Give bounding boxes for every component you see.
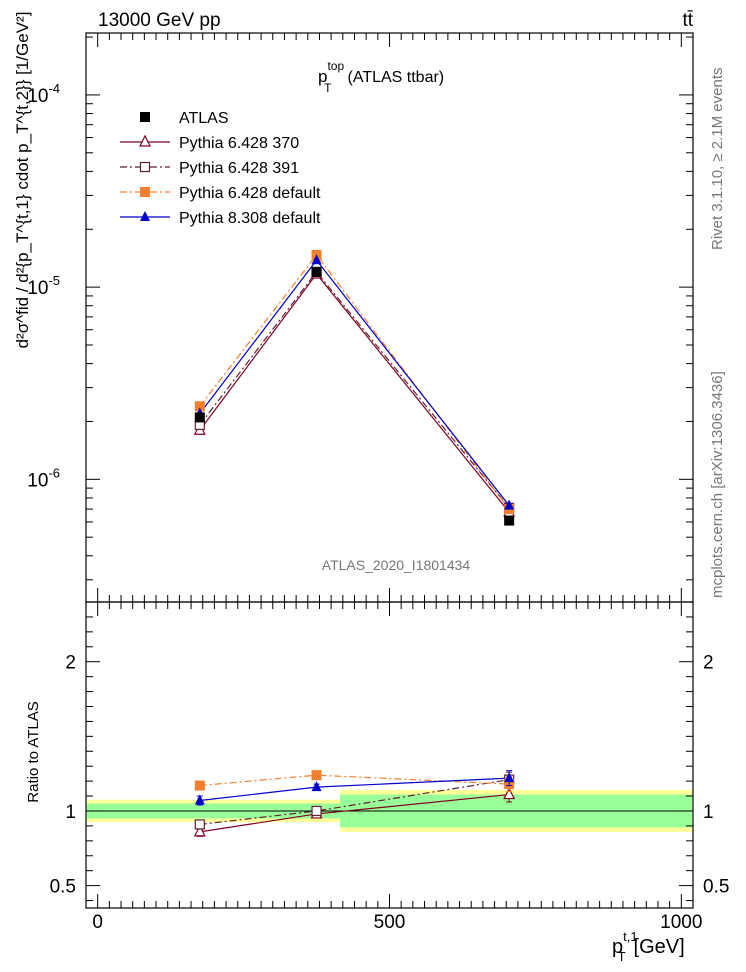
ratio-tick-label-left: 2: [65, 653, 76, 674]
series-line-1: [199, 273, 510, 513]
ratio-point-4: [194, 794, 205, 805]
legend-label-0: ATLAS: [179, 110, 229, 127]
header-left-label: 13000 GeV pp: [98, 10, 221, 31]
series-line-2: [199, 270, 510, 509]
ratio-tick-label-left: 1: [65, 802, 76, 823]
header-right-label: tt̄: [682, 10, 693, 31]
y-tick-label-base: 10: [27, 278, 48, 299]
data-point-0: [311, 266, 322, 277]
main-plot-title: ptop T (ATLAS ttbar): [318, 59, 444, 95]
rivet-label: Rivet 3.1.10, ≥ 2.1M events: [709, 68, 726, 251]
y-axis-label: d²σ^fid / d²{p_T^{t,1} cdot p_T^{t,2}} […: [13, 12, 32, 349]
title-rest: (ATLAS ttbar): [348, 69, 445, 86]
y-tick-label-exponent: -4: [48, 81, 60, 96]
mcplots-label: mcplots.cern.ch [arXiv:1306.3436]: [709, 371, 726, 598]
ratio-point-4: [311, 781, 322, 792]
ratio-tick-label-right: 0.5: [703, 877, 729, 898]
analysis-tag: ATLAS_2020_I1801434: [322, 557, 471, 573]
y-tick-label-base: 10: [27, 470, 48, 491]
ratio-point-1: [193, 824, 206, 837]
title-sup: top: [327, 59, 344, 73]
ratio-y-axis-label: Ratio to ATLAS: [25, 701, 42, 802]
ratio-point-1: [503, 787, 516, 800]
legend-label-3: Pythia 6.428 default: [179, 185, 321, 202]
ratio-tick-label-right: 1: [703, 802, 714, 823]
data-point-0: [194, 412, 205, 423]
y-tick-label: 10-5: [27, 273, 60, 299]
series-line-3: [199, 253, 510, 510]
x-tick-label: 500: [374, 912, 406, 933]
legend-label-2: Pythia 6.428 391: [179, 160, 299, 177]
y-tick-label-exponent: -5: [48, 273, 60, 288]
title-sub: T: [324, 81, 332, 95]
x-axis-label: pt,1 T [GeV]: [612, 929, 685, 964]
y-tick-label: 10-4: [27, 81, 60, 107]
xlabel-unit: [GeV]: [634, 936, 685, 958]
ratio-tick-label-left: 0.5: [50, 877, 76, 898]
xlabel-sup: t,1: [623, 929, 637, 944]
xlabel-sub: T: [618, 949, 626, 964]
data-point-0: [504, 515, 515, 526]
legend-marker-2: [139, 161, 151, 173]
xlabel-p: p: [612, 936, 623, 958]
ratio-point-2: [311, 805, 322, 817]
title-p: p: [318, 67, 327, 86]
x-tick-label: 1000: [660, 912, 702, 933]
ratio-tick-label-right: 2: [703, 653, 714, 674]
main-plot-frame: [85, 32, 694, 603]
x-tick-label: 0: [92, 912, 103, 933]
legend-marker-1: [139, 134, 151, 147]
y-tick-label: 10-6: [27, 465, 60, 491]
data-point-3: [194, 401, 205, 412]
legend-label-1: Pythia 6.428 370: [179, 135, 299, 152]
ratio-point-3: [194, 780, 205, 791]
ratio-plot-frame: [85, 601, 694, 909]
y-tick-label-exponent: -6: [48, 465, 60, 480]
data-point-4: [504, 499, 515, 510]
legend-label-4: Pythia 8.308 default: [179, 210, 321, 227]
ratio-point-2: [194, 819, 205, 830]
data-point-4: [311, 254, 322, 265]
legend-marker-0: [140, 112, 150, 122]
ratio-point-4: [504, 772, 515, 783]
series-line-4: [199, 259, 510, 506]
ratio-point-3: [311, 770, 322, 781]
legend-marker-3: [140, 187, 150, 197]
y-tick-label-base: 10: [27, 86, 48, 107]
legend-marker-4: [140, 211, 150, 221]
